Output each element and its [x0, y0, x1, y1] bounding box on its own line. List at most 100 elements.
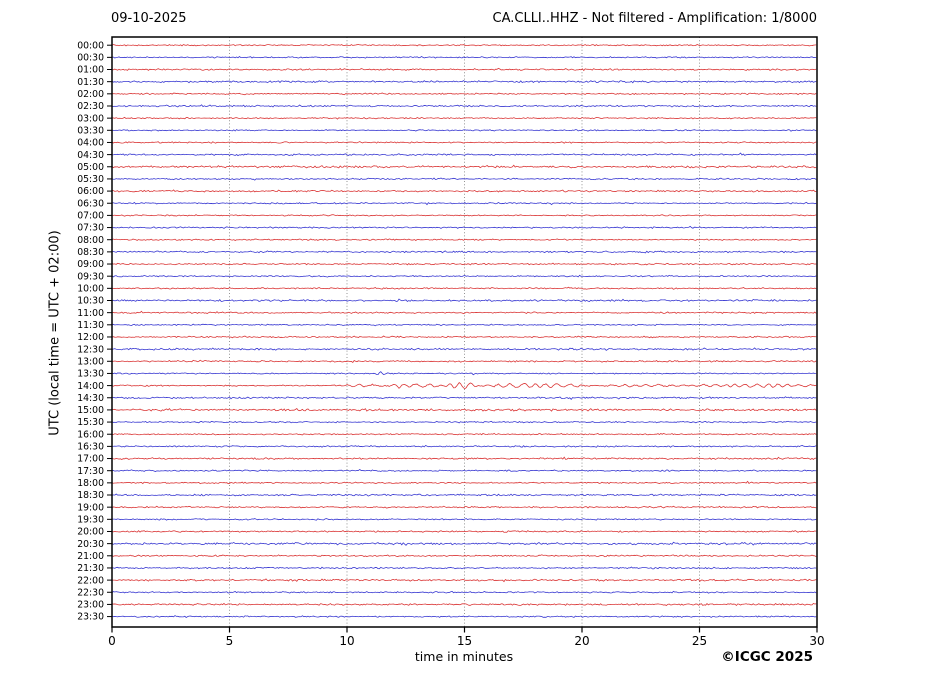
y-tick-label: 01:30 [77, 77, 104, 88]
trace-row-00:00 [111, 44, 817, 47]
y-tick-label: 11:00 [77, 308, 104, 319]
trace-row-03:00 [111, 116, 817, 120]
trace-row-08:30 [111, 250, 817, 254]
trace-row-22:00 [111, 578, 817, 583]
trace-row-23:00 [111, 602, 817, 607]
y-tick-label: 09:00 [77, 259, 104, 270]
trace-row-18:00 [111, 480, 817, 485]
y-axis-label: UTC (local time = UTC + 02:00) [47, 230, 63, 436]
trace-row-05:30 [111, 177, 817, 181]
y-tick-label: 21:30 [77, 563, 104, 574]
x-tick-label: 0 [108, 634, 116, 648]
y-tick-label: 21:00 [77, 551, 104, 562]
trace-row-18:30 [111, 493, 817, 497]
trace-row-17:00 [111, 456, 817, 460]
y-tick-label: 06:30 [77, 198, 104, 209]
y-tick-label: 19:30 [77, 514, 104, 525]
trace-row-07:00 [111, 214, 817, 217]
trace-row-06:00 [111, 189, 817, 193]
y-tick-label: 06:00 [77, 186, 104, 197]
trace-row-21:30 [111, 566, 817, 570]
trace-row-00:30 [111, 55, 817, 59]
y-tick-label: 20:00 [77, 527, 104, 538]
plot-title: CA.CLLI..HHZ - Not filtered - Amplificat… [492, 11, 818, 26]
y-tick-label: 08:00 [77, 235, 104, 246]
trace-row-15:30 [111, 420, 817, 424]
x-tick-label: 25 [692, 634, 707, 648]
trace-row-16:00 [111, 432, 817, 436]
trace-row-05:00 [111, 164, 817, 169]
y-tick-label: 23:00 [77, 600, 104, 611]
trace-row-08:00 [111, 238, 817, 241]
y-tick-label: 01:00 [77, 65, 104, 76]
trace-row-14:00 [111, 382, 817, 390]
y-tick-label: 05:30 [77, 174, 104, 185]
trace-row-16:30 [111, 444, 817, 448]
trace-row-01:30 [111, 80, 817, 84]
trace-row-09:30 [111, 274, 817, 278]
y-tick-label: 13:00 [77, 356, 104, 367]
y-tick-label: 12:30 [77, 344, 104, 355]
x-tick-label: 10 [339, 634, 354, 648]
y-tick-label: 14:00 [77, 381, 104, 392]
y-tick-label: 08:30 [77, 247, 104, 258]
y-tick-label: 16:30 [77, 442, 104, 453]
trace-row-22:30 [111, 590, 817, 594]
trace-row-20:00 [111, 530, 817, 533]
y-tick-label: 03:00 [77, 113, 104, 124]
y-tick-label: 23:30 [77, 612, 104, 623]
y-tick-label: 15:30 [77, 417, 104, 428]
trace-row-01:00 [111, 67, 817, 72]
x-tick-label: 30 [809, 634, 824, 648]
y-tick-label: 18:30 [77, 490, 104, 501]
y-tick-label: 18:00 [77, 478, 104, 489]
trace-row-09:00 [111, 262, 817, 266]
y-tick-label: 20:30 [77, 539, 104, 550]
trace-row-17:30 [111, 468, 817, 472]
trace-row-14:30 [111, 396, 817, 401]
trace-row-06:30 [111, 201, 817, 206]
trace-row-15:00 [111, 407, 817, 412]
y-tick-label: 19:00 [77, 502, 104, 513]
x-tick-label: 20 [574, 634, 589, 648]
y-tick-label: 04:00 [77, 138, 104, 149]
trace-row-23:30 [111, 615, 817, 618]
y-tick-label: 10:00 [77, 284, 104, 295]
y-tick-label: 02:00 [77, 89, 104, 100]
trace-row-12:30 [111, 347, 817, 351]
trace-row-04:00 [111, 141, 817, 144]
y-tick-label: 17:00 [77, 454, 104, 465]
trace-row-04:30 [111, 152, 817, 157]
y-tick-label: 17:30 [77, 466, 104, 477]
x-axis-label: time in minutes [414, 649, 514, 664]
y-tick-label: 07:30 [77, 223, 104, 234]
y-tick-label: 00:00 [77, 40, 104, 51]
y-tick-label: 15:00 [77, 405, 104, 416]
y-tick-label: 03:30 [77, 125, 104, 136]
trace-row-07:30 [111, 225, 817, 229]
trace-row-10:30 [111, 298, 817, 303]
copyright-label: ©ICGC 2025 [721, 649, 813, 665]
trace-row-02:30 [111, 104, 817, 108]
y-tick-label: 12:00 [77, 332, 104, 343]
trace-row-11:00 [111, 310, 817, 315]
date-label: 09-10-2025 [111, 11, 187, 26]
y-tick-label: 05:00 [77, 162, 104, 173]
trace-row-19:00 [111, 505, 817, 509]
y-tick-label: 07:00 [77, 211, 104, 222]
y-tick-label: 00:30 [77, 53, 104, 64]
y-tick-label: 22:30 [77, 587, 104, 598]
y-tick-label: 04:30 [77, 150, 104, 161]
trace-row-12:00 [111, 335, 817, 339]
trace-row-10:00 [111, 286, 817, 290]
trace-row-20:30 [111, 541, 817, 546]
x-tick-label: 5 [226, 634, 234, 648]
trace-row-13:30 [111, 371, 817, 376]
y-tick-label: 09:30 [77, 271, 104, 282]
trace-row-02:00 [111, 92, 817, 96]
y-tick-label: 16:00 [77, 429, 104, 440]
trace-row-13:00 [111, 359, 817, 363]
y-tick-label: 13:30 [77, 369, 104, 380]
